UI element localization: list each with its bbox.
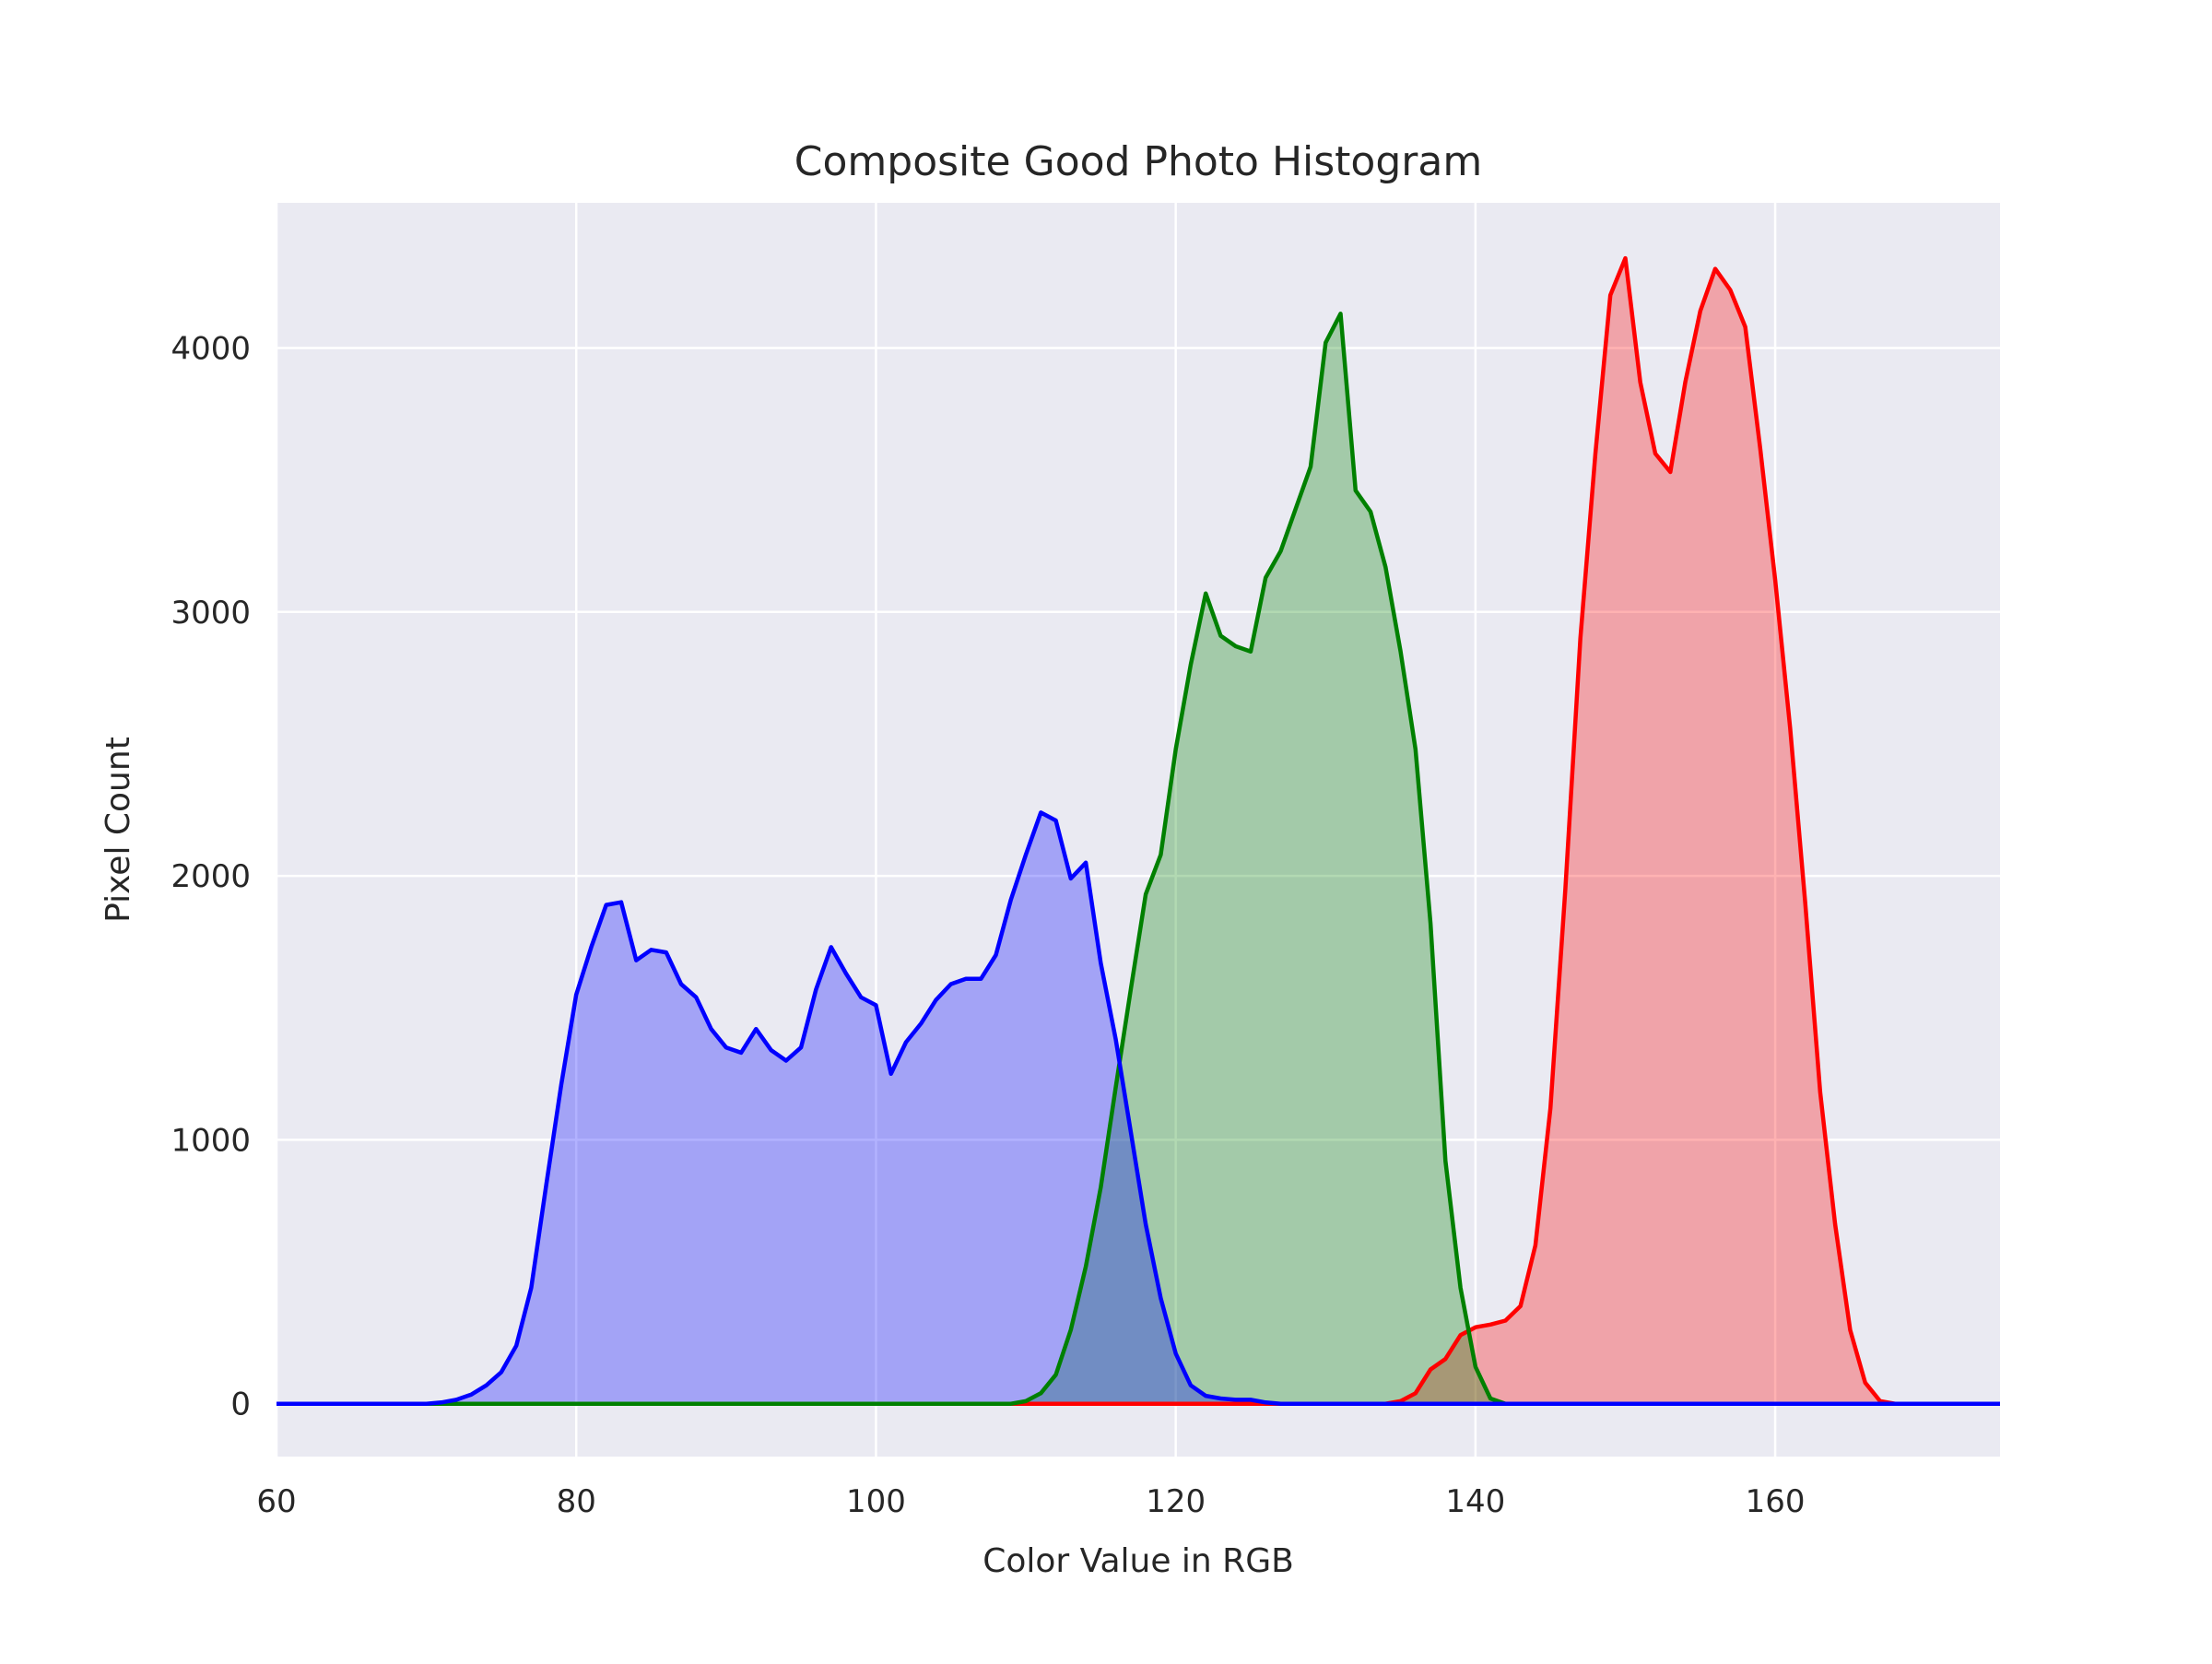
y-tick-label: 2000 <box>171 858 251 895</box>
x-tick-label: 80 <box>557 1483 596 1520</box>
grid-lines <box>275 203 2000 1457</box>
series-layer <box>276 255 2000 1406</box>
series-area-0 <box>276 258 2000 1404</box>
tick-labels: 60 80 100 120 140 160 0 1000 2000 3000 4000 <box>171 330 1805 1520</box>
y-tick-label: 1000 <box>171 1122 251 1159</box>
series-area-2 <box>276 812 2000 1404</box>
y-tick-label: 3000 <box>171 595 251 631</box>
plot-background <box>276 203 2000 1457</box>
y-tick-label: 0 <box>230 1387 251 1423</box>
x-tick-label: 60 <box>256 1483 296 1520</box>
series-line-2 <box>276 810 2000 1406</box>
chart-title: Composite Good Photo Histogram <box>794 138 1482 185</box>
x-axis-label: Color Value in RGB <box>982 1542 1294 1580</box>
y-tick-label: 4000 <box>171 330 251 367</box>
series-line-1 <box>276 312 2000 1406</box>
x-tick-label: 140 <box>1445 1483 1505 1520</box>
x-tick-label: 100 <box>846 1483 906 1520</box>
series-line-0 <box>276 255 2000 1406</box>
x-tick-label: 120 <box>1146 1483 1206 1520</box>
y-axis-label: Pixel Count <box>100 737 137 923</box>
x-tick-label: 160 <box>1746 1483 1806 1520</box>
